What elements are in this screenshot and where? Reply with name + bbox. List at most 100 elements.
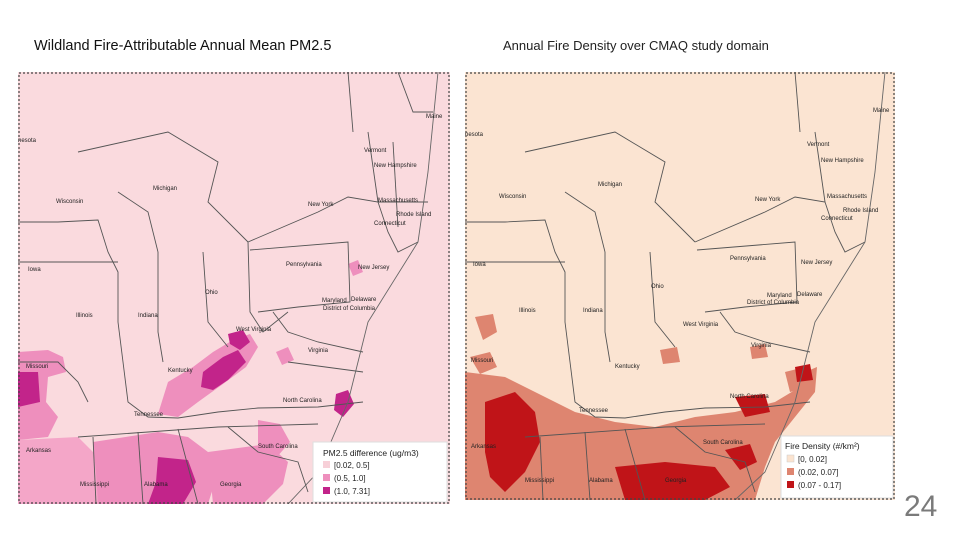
fire-label-missouri: Missouri [471, 358, 493, 364]
label-tennessee: Tennessee [134, 412, 164, 418]
label-missouri: Missouri [26, 364, 48, 370]
fire-label-new-jersey: New Jersey [801, 260, 832, 266]
fire-label-iowa: Iowa [473, 262, 486, 268]
fire-label-maryland: Maryland [767, 293, 792, 299]
fire-legend-label-1: [0, 0.02] [798, 455, 827, 464]
fire-border-coastline [734, 72, 886, 500]
border-indiana-ohio [202, 251, 229, 348]
fire-legend-box [780, 435, 894, 499]
border-nh [392, 141, 399, 228]
label-maine: Maine [426, 114, 443, 120]
fire-border-illinois-indiana [604, 252, 611, 363]
fire-border-wisconsin [564, 191, 606, 253]
label-dc: District of Columbia [323, 306, 376, 312]
label-indiana: Indiana [138, 313, 158, 319]
pm25-map-canvas: nesota Maine Vermont New Hampshire Michi… [18, 72, 450, 504]
fire-legend-label-2: (0.02, 0.07] [798, 468, 838, 477]
pm25-sc-zone [258, 420, 290, 458]
pm25-legend-title: PM2.5 difference (ug/m3) [323, 448, 419, 458]
fire-south-medium [465, 367, 817, 500]
pm25-missouri-high [18, 372, 40, 407]
border-maine [397, 72, 433, 113]
fire-nc-coast-high [795, 364, 813, 382]
fire-sc-high [725, 444, 757, 470]
label-maryland: Maryland [322, 298, 347, 304]
pm25-virginia-spot [276, 347, 294, 365]
fire-border-canada [794, 72, 801, 133]
border-va [272, 311, 364, 353]
pm25-kentucky-high [201, 350, 246, 390]
fire-label-arkansas: Arkansas [471, 444, 496, 450]
fire-label-connecticut: Connecticut [821, 216, 853, 222]
fire-density-map: Maine nesota Vermont New Hampshire Michi… [465, 72, 895, 500]
label-michigan: Michigan [153, 186, 177, 192]
fire-legend-swatch-2 [787, 468, 794, 475]
label-new-jersey: New Jersey [358, 265, 389, 271]
label-arkansas: Arkansas [26, 448, 51, 454]
label-minnesota: nesota [18, 138, 37, 144]
pm25-alabama-high [148, 457, 196, 504]
fire-label-new-york: New York [755, 197, 781, 203]
pm25-arkansas-zone [18, 437, 113, 504]
label-delaware: Delaware [351, 297, 377, 303]
pm25-map: nesota Maine Vermont New Hampshire Michi… [18, 72, 450, 504]
pm25-wv-high [228, 330, 250, 350]
fire-border-arkansas [539, 436, 544, 500]
border-alabama [177, 428, 199, 504]
fire-border-midwest [465, 219, 811, 419]
label-alabama: Alabama [144, 482, 168, 488]
pm25-legend-label-1: [0.02, 0.5] [334, 461, 370, 470]
pm25-legend-swatch-3 [323, 487, 330, 494]
label-north-carolina: North Carolina [283, 398, 322, 404]
label-kentucky: Kentucky [168, 368, 193, 374]
fire-arkansas-high [485, 392, 540, 492]
border-ohio-pa [247, 241, 289, 333]
pm25-map-frame [18, 72, 450, 504]
border-mississippi [137, 431, 144, 504]
pm25-legend-swatch-2 [323, 474, 330, 481]
fire-label-north-carolina: North Carolina [730, 394, 769, 400]
border-wisconsin [117, 191, 159, 253]
fire-label-wisconsin: Wisconsin [499, 194, 526, 200]
fire-label-massachusetts: Massachusetts [827, 194, 867, 200]
right-map-title: Annual Fire Density over CMAQ study doma… [503, 38, 769, 53]
fire-label-illinois: Illinois [519, 308, 536, 314]
pm25-georgia-zone [208, 444, 288, 504]
fire-label-maine: Maine [873, 108, 890, 114]
fire-border-vt [814, 131, 826, 203]
fire-border-georgia-sc [674, 426, 756, 493]
border-tn-south [77, 423, 319, 438]
fire-missouri-medium-2 [470, 352, 497, 374]
border-illinois-indiana [157, 252, 164, 363]
fire-map-frame [465, 72, 895, 500]
fire-label-south-carolina: South Carolina [703, 440, 743, 446]
fire-georgia-high [615, 462, 730, 500]
fire-kentucky-spot [660, 347, 680, 364]
fire-label-delaware: Delaware [797, 292, 823, 298]
fire-border-alabama [624, 428, 646, 500]
fire-label-vermont: Vermont [807, 142, 830, 148]
fire-label-pennsylvania: Pennsylvania [730, 256, 766, 262]
fire-border-va [719, 311, 811, 353]
label-west-virginia: West Virginia [236, 327, 272, 333]
fire-missouri-medium-1 [475, 314, 497, 340]
fire-legend-title: Fire Density (#/km²) [785, 441, 860, 451]
fire-nc-high [735, 394, 770, 417]
fire-label-west-virginia: West Virginia [683, 322, 719, 328]
pm25-legend-swatch-1 [323, 461, 330, 468]
fire-label-rhode-island: Rhode Island [843, 208, 878, 214]
label-georgia: Georgia [220, 482, 242, 488]
pm25-nj-spot [348, 260, 363, 276]
pm25-legend-box [312, 441, 448, 503]
label-rhode-island: Rhode Island [396, 212, 431, 218]
fire-legend-swatch-1 [786, 454, 795, 463]
fire-legend-swatch-3 [787, 481, 794, 488]
label-south-carolina: South Carolina [258, 444, 298, 450]
label-massachusetts: Massachusetts [378, 198, 418, 204]
border-georgia-sc [227, 426, 309, 493]
fire-state-labels: Maine nesota Vermont New Hampshire Michi… [465, 108, 890, 484]
label-new-york: New York [308, 202, 334, 208]
fire-label-michigan: Michigan [598, 182, 622, 188]
border-canada [347, 72, 354, 133]
slide-page-number: 24 [904, 490, 938, 523]
